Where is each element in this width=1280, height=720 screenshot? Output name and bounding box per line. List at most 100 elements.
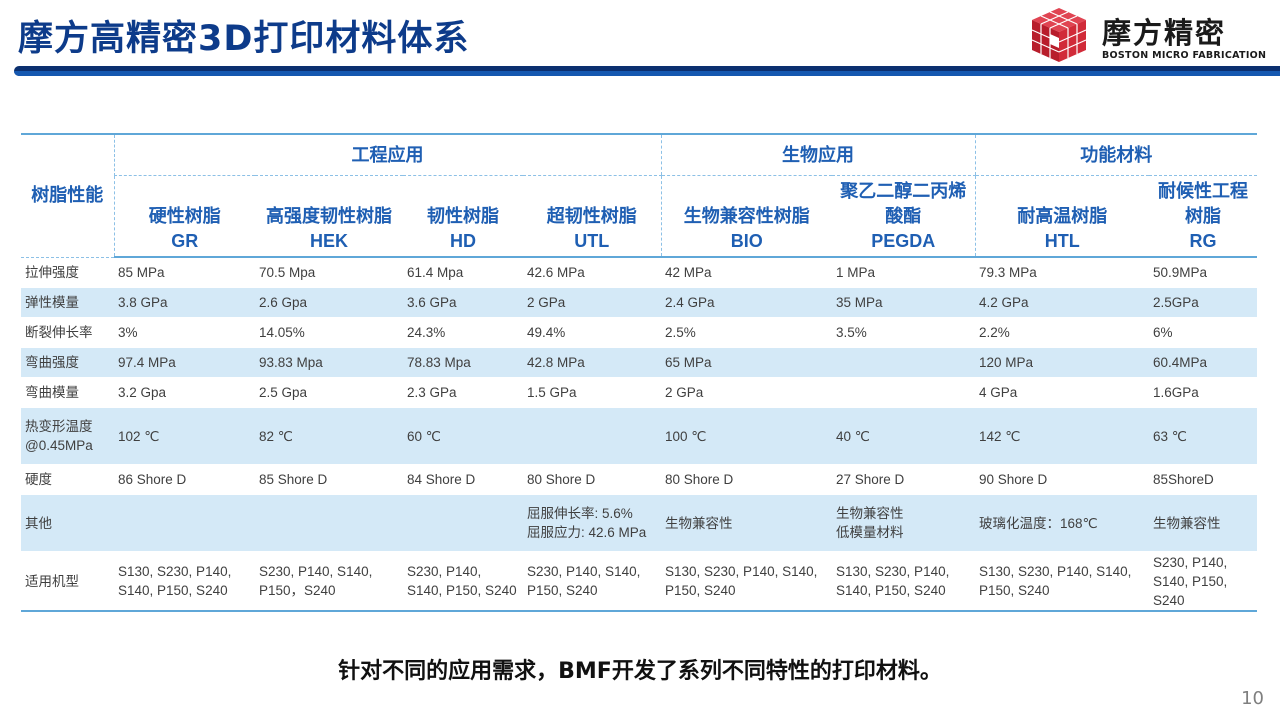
table-row: 热变形温度 @0.45MPa 102 ℃ 82 ℃ 60 ℃ 100 ℃ 40 ℃ 142 …: [21, 407, 1257, 465]
table-cell: [114, 494, 255, 552]
table-cell: 1 MPa: [836, 265, 876, 280]
table-cell: 14.05%: [259, 325, 305, 340]
table-cell: 63 ℃: [1149, 407, 1257, 465]
table-cell: 42 MPa: [665, 265, 712, 280]
material-header: 耐高温树脂 HTL: [974, 175, 1149, 258]
property-label: 其他: [21, 494, 114, 552]
material-name: 耐高温树脂: [1017, 206, 1108, 226]
table-cell: 70.5 Mpa: [259, 265, 316, 280]
table-cell: S230, P140, S140, P150, S240: [407, 564, 517, 598]
table-cell: 79.3 MPa: [979, 265, 1037, 280]
slide-title: 摩方高精密3D打印材料体系: [18, 19, 470, 59]
table-cell: 2.5 Gpa: [259, 385, 308, 400]
table-cell: S230, P140, S140, P150, S240: [527, 564, 641, 598]
table-cell: 2.3 GPa: [407, 385, 457, 400]
material-code: PEGDA: [871, 231, 936, 251]
group-header: 功能材料: [974, 133, 1257, 176]
table-cell: S130, S230, P140, S140, P150, S240: [979, 564, 1132, 598]
property-label: 断裂伸长率: [25, 325, 93, 340]
property-label: 弹性模量: [21, 287, 114, 318]
table-cell: 60.4MPa: [1149, 347, 1257, 378]
table-cell: 2.6 Gpa: [255, 287, 403, 318]
page-number: 10: [1241, 688, 1264, 709]
property-label: 拉伸强度: [25, 264, 79, 280]
material-header: 高强度韧性树脂 HEK: [255, 175, 403, 258]
table-cell: 3.5%: [836, 325, 867, 340]
table-cell: 100 ℃: [661, 407, 832, 465]
property-label: 热变形温度 @0.45MPa: [21, 407, 114, 465]
table-row: 拉伸强度 85 MPa 70.5 Mpa 61.4 Mpa 42.6 MPa 42 MPa…: [21, 257, 1257, 288]
table-cell: 3%: [118, 325, 138, 340]
table-row: 其他 屈服伸长率: 5.6% 屈服应力: 42.6 MPa 生物兼容性 生物兼容性 低…: [21, 494, 1257, 552]
group-header: 工程应用: [113, 133, 661, 176]
table-cell: 90 Shore D: [979, 472, 1048, 487]
table-cell: 142 ℃: [975, 407, 1149, 465]
table-cell: 2 GPa: [665, 385, 704, 400]
table-cell: 1.6GPa: [1153, 385, 1199, 400]
table-cell: 2 GPa: [523, 287, 661, 318]
table-cell: 80 Shore D: [665, 472, 734, 487]
material-header: 生物兼容性树脂 BIO: [660, 175, 832, 258]
table-row: 硬度 86 Shore D 85 Shore D 84 Shore D 80 Shore…: [21, 465, 1257, 495]
material-header: 耐候性工程树脂 RG: [1149, 175, 1257, 258]
property-label: 弯曲模量: [25, 385, 79, 400]
table-cell: 82 ℃: [255, 407, 403, 465]
table-cell: 3.2 Gpa: [118, 385, 167, 400]
table-cell: [523, 407, 661, 465]
footnote: 针对不同的应用需求，BMF开发了系列不同特性的打印材料。: [338, 659, 942, 684]
table-cell: 35 MPa: [832, 287, 975, 318]
title-underline-accent: [14, 71, 1280, 76]
material-code: UTL: [574, 231, 610, 251]
table-cell: S230, P140, S140, P150，S240: [259, 564, 373, 598]
group-header: 生物应用: [660, 133, 975, 176]
table-cell: 84 Shore D: [407, 472, 476, 487]
material-code: GR: [171, 231, 199, 251]
table-cell: [832, 347, 975, 378]
table-cell: 玻璃化温度：168℃: [975, 494, 1149, 552]
table-cell: 屈服伸长率: 5.6% 屈服应力: 42.6 MPa: [523, 494, 661, 552]
property-label: 弯曲强度: [21, 347, 114, 378]
table-row: 适用机型 S130, S230, P140, S140, P150, S240 S2…: [21, 552, 1257, 611]
table-cell: 2.5GPa: [1149, 287, 1257, 318]
material-code: HEK: [309, 231, 348, 251]
row-header-title: 树脂性能: [21, 133, 114, 258]
material-header: 韧性树脂 HD: [403, 175, 523, 258]
table-cell: [832, 378, 975, 408]
logo-name-cn: 摩方精密: [1102, 16, 1227, 50]
table-cell: 2.4 GPa: [661, 287, 832, 318]
table-row: 弯曲强度 97.4 MPa 93.83 Mpa 78.83 Mpa 42.8 MPa 65…: [21, 347, 1257, 378]
table-cell: 102 ℃: [114, 407, 255, 465]
logo-name-en: BOSTON MICRO FABRICATION: [1102, 50, 1267, 61]
table-cell: 93.83 Mpa: [255, 347, 403, 378]
material-header: 超韧性树脂 UTL: [523, 175, 661, 258]
table-cell: 1.5 GPa: [527, 385, 577, 400]
material-name: 耐候性工程树脂: [1158, 181, 1248, 226]
table-row: 断裂伸长率 3% 14.05% 24.3% 49.4% 2.5% 3.5% 2.2% 6%: [21, 318, 1257, 348]
table-cell: 60 ℃: [403, 407, 523, 465]
table-cell: S230, P140, S140, P150, S240: [1153, 554, 1228, 608]
table-cell: 49.4%: [527, 325, 566, 340]
table-cell: 86 Shore D: [118, 472, 187, 487]
table-cell: 61.4 Mpa: [407, 265, 464, 280]
material-header: 聚乙二醇二丙烯酸酯 PEGDA: [832, 175, 975, 258]
table-cell: 80 Shore D: [527, 472, 596, 487]
property-label: 硬度: [25, 472, 52, 487]
table-cell: 78.83 Mpa: [403, 347, 523, 378]
table-cell: 生物兼容性: [661, 494, 832, 552]
table-cell: 4.2 GPa: [975, 287, 1149, 318]
material-code: HTL: [1044, 231, 1080, 251]
cube-logo-icon: [1031, 8, 1087, 62]
table-cell: 65 MPa: [661, 347, 832, 378]
material-name: 硬性树脂: [148, 206, 221, 226]
table-cell: 生物兼容性 低模量材料: [832, 494, 975, 552]
table-cell: 3.8 GPa: [114, 287, 255, 318]
property-label: 适用机型: [25, 573, 79, 589]
table-cell: 97.4 MPa: [114, 347, 255, 378]
material-name: 聚乙二醇二丙烯酸酯: [840, 181, 967, 226]
table-cell: 42.6 MPa: [527, 265, 585, 280]
table-cell: 2.2%: [979, 325, 1010, 340]
table-cell: [403, 494, 523, 552]
table-cell: 85ShoreD: [1153, 472, 1214, 487]
table-cell: 4 GPa: [979, 385, 1018, 400]
table-cell: 6%: [1153, 325, 1173, 340]
